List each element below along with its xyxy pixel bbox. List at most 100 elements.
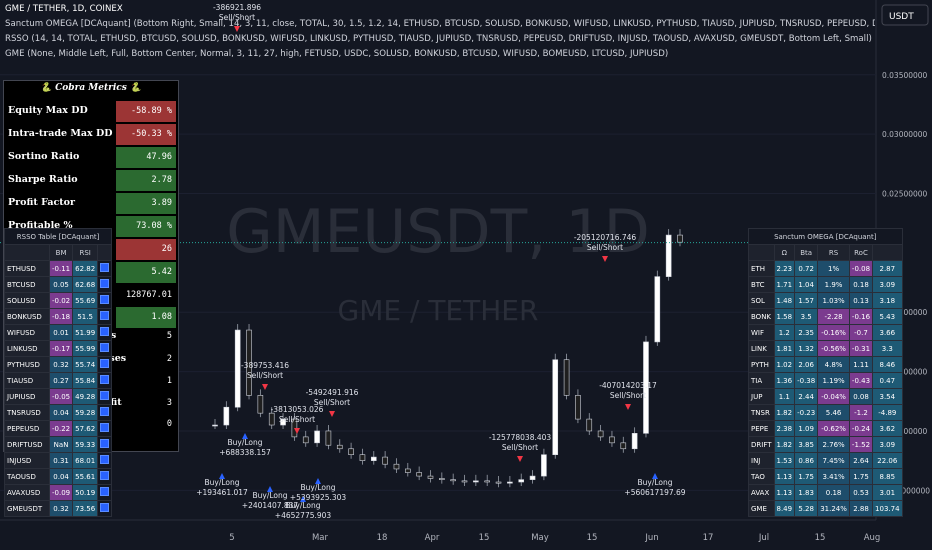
cobra-label: Intra-trade Max DD — [8, 128, 113, 139]
table-cell: 8.46 — [872, 356, 903, 373]
table-cell: 1.83 — [794, 484, 819, 501]
candle — [427, 475, 434, 479]
table-cell: 0.27 — [48, 372, 74, 389]
table-cell: GMEUSDT — [4, 500, 50, 517]
candle — [461, 480, 468, 483]
table-cell: 1.32 — [794, 340, 819, 357]
cobra-value: 26 — [116, 239, 176, 260]
rsso-table: RSSO Table [DCAquant] BM RSI ETHUSD -0.11 62.… — [3, 228, 113, 517]
x-tick-label: May — [531, 533, 549, 543]
table-cell: 49.28 — [72, 388, 99, 405]
cobra-value: 0 — [166, 419, 172, 429]
table-row: BONK 1.58 3.5 -2.28 -0.16 5.43 — [748, 308, 903, 325]
table-cell: 2.76% — [817, 436, 850, 453]
signal-action: Sell/Short — [587, 243, 623, 252]
buy-arrow — [315, 478, 321, 484]
table-cell: 55.61 — [72, 468, 99, 485]
table-cell: -0.38 — [794, 372, 819, 389]
table-cell: 55.69 — [72, 292, 99, 309]
table-cell: INJUSD — [4, 452, 50, 469]
trend-icon-cell — [97, 404, 113, 421]
trend-icon — [100, 423, 110, 432]
table-cell: TNSRUSD — [4, 404, 50, 421]
table-cell: 62.82 — [72, 260, 99, 277]
table-cell: PYTH — [748, 356, 775, 373]
table-cell: 0.04 — [48, 404, 74, 421]
table-cell: -0.16 — [848, 308, 874, 325]
table-cell: 1.75 — [794, 468, 819, 485]
table-cell: -0.7 — [848, 324, 874, 341]
table-cell: TAOUSD — [4, 468, 50, 485]
candle — [631, 433, 638, 450]
table-cell: GME — [748, 500, 775, 517]
table-cell: 1.2 — [773, 324, 796, 341]
table-row: GME 8.49 5.28 31.24% 2.88 103.74 — [748, 500, 903, 517]
table-cell: WIFUSD — [4, 324, 50, 341]
trend-icon — [100, 327, 110, 336]
table-cell: 1.19% — [817, 372, 850, 389]
sanctum-table: Sanctum OMEGA [DCAquant] Ω Bta RS RoC ETH 2.23… — [748, 228, 903, 517]
signal-action: Buy/Long — [227, 438, 262, 447]
header-icon — [4, 244, 50, 261]
header-line: GME (None, Middle Left, Full, Bottom Cen… — [5, 49, 669, 59]
candle — [586, 418, 593, 432]
candle — [450, 479, 456, 482]
trend-icon — [100, 263, 110, 272]
table-cell: 3.66 — [872, 324, 903, 341]
watermark-symbol: GMEUSDT, 1D — [226, 197, 650, 267]
cobra-title: 🐍 Cobra Metrics 🐍 — [40, 83, 142, 93]
trend-icon — [100, 503, 110, 512]
table-cell: 2.87 — [872, 260, 903, 277]
table-cell: 1.13 — [773, 468, 796, 485]
x-tick-label: Aug — [864, 533, 881, 543]
table-cell: 59.33 — [72, 436, 99, 453]
table-cell: 1.58 — [773, 308, 796, 325]
table-row: JUP 1.1 2.44 -0.04% 0.08 3.54 — [748, 388, 903, 405]
table-cell: TAO — [748, 468, 775, 485]
candle — [268, 412, 275, 426]
cobra-label: Sortino Ratio — [8, 151, 80, 162]
column-header: RS — [817, 244, 850, 261]
cobra-value: 5.42 — [116, 262, 176, 283]
table-cell: -0.16% — [817, 324, 850, 341]
cobra-value: 3 — [166, 398, 172, 408]
trend-icon-cell — [97, 452, 113, 469]
trend-icon-cell — [97, 324, 113, 341]
table-title: Sanctum OMEGA [DCAquant] — [748, 228, 903, 245]
trend-icon — [100, 391, 110, 400]
table-cell: 2.64 — [848, 452, 874, 469]
candle — [246, 329, 252, 396]
cobra-label: sses — [104, 353, 127, 364]
currency-button[interactable] — [881, 4, 929, 26]
table-cell: 2.44 — [794, 388, 819, 405]
candle — [223, 406, 230, 426]
table-cell: 1.09 — [794, 420, 819, 437]
cobra-value: 47.96 — [116, 147, 176, 168]
cobra-value: 3.89 — [116, 193, 176, 214]
candle — [291, 418, 298, 438]
table-cell: 0.72 — [794, 260, 819, 277]
table-cell: -0.02 — [48, 292, 74, 309]
table-cell: 2.23 — [773, 260, 796, 277]
candle — [212, 424, 218, 427]
table-cell: 8.85 — [872, 468, 903, 485]
y-tick-label: 0.03500000 — [882, 71, 928, 80]
table-cell: 3.54 — [872, 388, 903, 405]
table-cell: 0.31 — [48, 452, 74, 469]
trend-icon-cell — [97, 388, 113, 405]
title-row: RSSO Table [DCAquant] — [3, 228, 113, 245]
table-cell: 22.06 — [872, 452, 903, 469]
column-header: Bta — [794, 244, 819, 261]
table-cell: -0.04% — [817, 388, 850, 405]
table-row: ETHUSD -0.11 62.82 — [4, 260, 113, 277]
trend-icon-cell — [97, 308, 113, 325]
indicator-header: GME / TETHER, 1D, COINEX Sanctum OMEGA [D… — [5, 2, 875, 62]
table-cell: 0.04 — [48, 468, 74, 485]
table-cell: 1.13 — [773, 484, 796, 501]
cobra-value: 128767.01 % — [125, 290, 172, 321]
table-cell: 3.5 — [794, 308, 819, 325]
table-cell: JUPIUSD — [4, 388, 50, 405]
table-row: TNSR 1.82 -0.23 5.46 -1.2 -4.89 — [748, 404, 903, 421]
candle — [518, 479, 525, 483]
table-cell: -0.09 — [48, 484, 74, 501]
